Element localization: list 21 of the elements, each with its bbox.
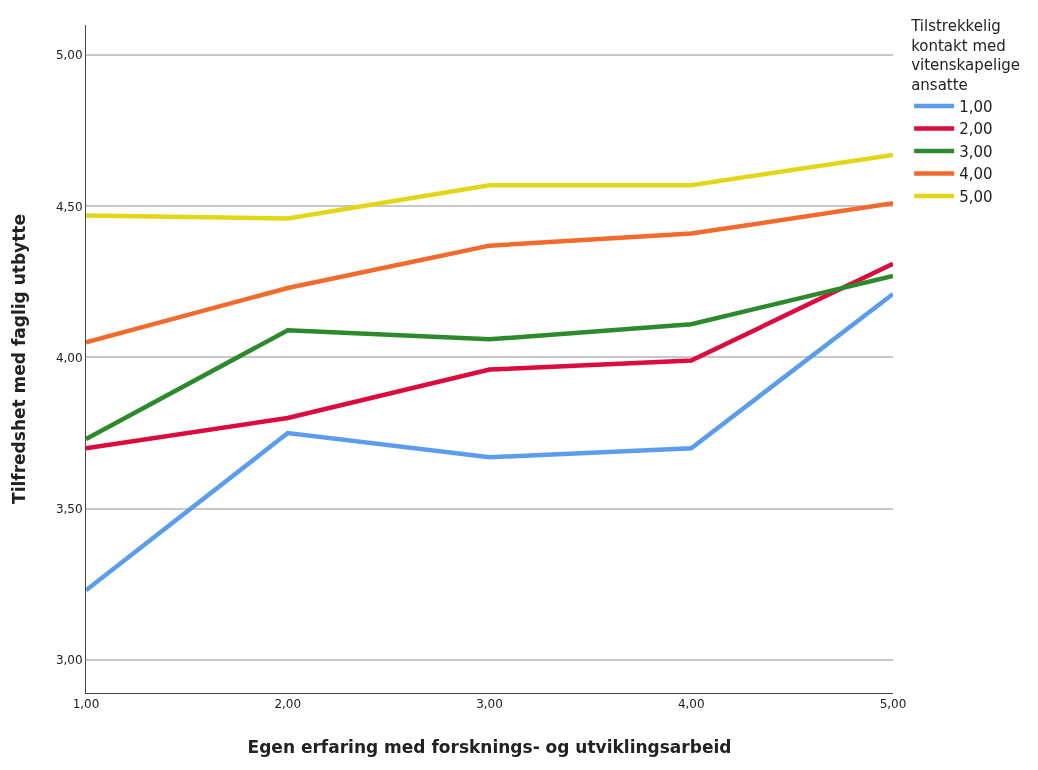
y-tick-label: 3,50 bbox=[55, 501, 83, 516]
x-tick-label: 4,00 bbox=[677, 697, 705, 712]
line-series bbox=[86, 291, 893, 593]
legend-label: 5,00 bbox=[959, 187, 993, 206]
x-tick-label: 2,00 bbox=[274, 697, 302, 712]
x-axis-title: Egen erfaring med forsknings- og utviklingsarbeid bbox=[247, 736, 732, 757]
legend-label: 1,00 bbox=[959, 97, 993, 116]
legend-title: Tilstrekkelig kontakt med vitenskapelige ansatte bbox=[910, 17, 1021, 94]
x-tick-label: 1,00 bbox=[72, 697, 100, 712]
legend-label: 2,00 bbox=[959, 120, 993, 139]
y-tick-label: 4,00 bbox=[55, 350, 83, 365]
y-axis-title: Tilfredshet med faglig utbytte bbox=[9, 214, 30, 504]
x-tick-label: 5,00 bbox=[879, 697, 907, 712]
y-tick-label: 5,00 bbox=[55, 48, 83, 63]
line-series bbox=[86, 152, 893, 221]
line-series bbox=[86, 201, 893, 345]
legend-label: 4,00 bbox=[959, 165, 993, 184]
y-tick-label: 4,50 bbox=[55, 199, 83, 214]
x-tick-label: 3,00 bbox=[476, 697, 503, 712]
y-tick-label: 3,00 bbox=[55, 652, 83, 667]
legend-label: 3,00 bbox=[959, 142, 993, 161]
